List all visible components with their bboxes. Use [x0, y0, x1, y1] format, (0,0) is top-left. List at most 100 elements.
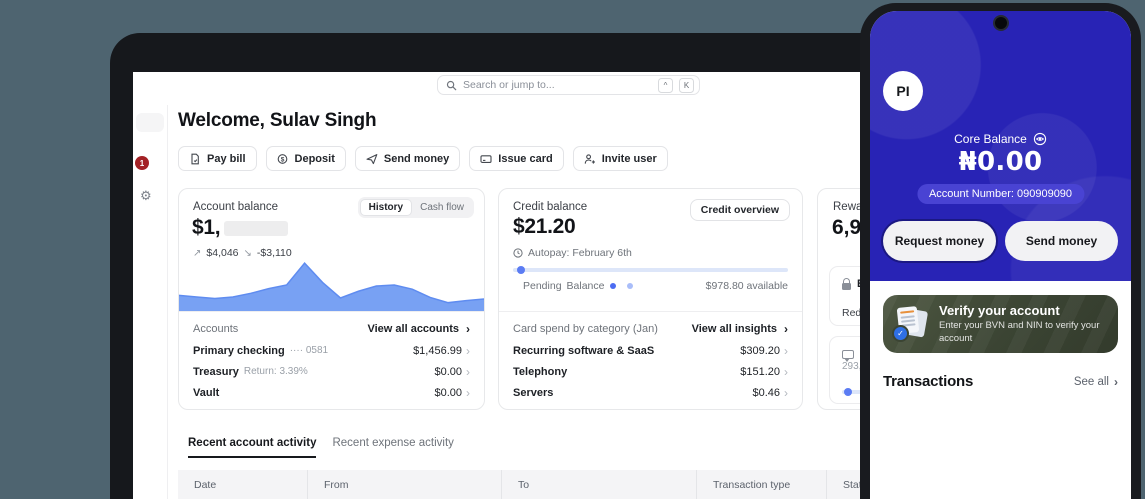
chevron-right-icon: ›: [784, 343, 788, 358]
spend-category: Recurring software & SaaS: [513, 344, 655, 357]
check-icon: ✓: [892, 325, 909, 342]
balance-area-line: [179, 263, 484, 303]
legend-pending-label: Pending: [523, 280, 562, 292]
credit-balance-card: Credit balance Credit overview $21.20 Au…: [498, 188, 803, 410]
view-all-accounts-link[interactable]: View all accounts ›: [367, 323, 470, 335]
tab-recent-expense-activity[interactable]: Recent expense activity: [332, 437, 454, 449]
chevron-right-icon: ›: [784, 364, 788, 379]
arrow-up-right-icon: ↗: [193, 247, 202, 259]
account-name: Vault: [193, 386, 220, 399]
sidebar-nav-item[interactable]: [136, 113, 164, 132]
activity-tabs: Recent account activity Recent expense a…: [188, 437, 454, 458]
lock-icon: [842, 277, 851, 290]
link-label: View all accounts: [367, 322, 459, 335]
gear-icon[interactable]: ⚙: [140, 189, 152, 204]
spend-label: Card spend by category (Jan): [513, 322, 658, 335]
quick-actions: Pay bill $ Deposit Send money: [178, 146, 668, 171]
phone-hero: PI Core Balance ₦0.00 Account Number: 09…: [870, 11, 1131, 281]
credit-overview-button[interactable]: Credit overview: [689, 199, 790, 221]
transactions-title: Transactions: [883, 373, 974, 390]
notification-badge: 1: [135, 156, 149, 170]
arrow-down-right-icon: ↘: [243, 247, 252, 259]
button-label: Invite user: [601, 152, 657, 165]
core-balance-label: Core Balance: [954, 132, 1027, 146]
delta-in: $4,046: [206, 247, 239, 259]
link-label: View all insights: [691, 322, 777, 335]
deposit-button[interactable]: $ Deposit: [265, 146, 346, 171]
spend-row[interactable]: Telephony $151.20 ›: [513, 361, 788, 382]
document-icon: [191, 153, 199, 164]
pay-bill-button[interactable]: Pay bill: [178, 146, 257, 171]
balance-amount: $1,: [192, 216, 221, 239]
balance-chart: [179, 259, 484, 311]
verify-account-banner[interactable]: ✓ Verify your account Enter your BVN and…: [883, 295, 1118, 353]
chevron-right-icon: ›: [466, 343, 470, 358]
account-name: Treasury: [193, 365, 239, 378]
chevron-right-icon: ›: [466, 321, 470, 336]
button-label: Issue card: [498, 152, 553, 165]
request-money-button[interactable]: Request money: [883, 221, 996, 261]
account-amount: $0.00: [434, 365, 462, 378]
subcard-text: 293,0: [842, 361, 868, 372]
account-row[interactable]: Treasury Return: 3.39% $0.00 ›: [193, 361, 470, 382]
account-row[interactable]: Primary checking ···· 0581 $1,456.99 ›: [193, 340, 470, 361]
column-header-date: Date: [194, 478, 217, 491]
redacted-balance: [224, 220, 289, 236]
account-row[interactable]: Vault $0.00 ›: [193, 382, 470, 403]
balance-deltas: ↗ $4,046 ↘ -$3,110: [193, 247, 292, 259]
credit-amount: $21.20: [513, 215, 576, 238]
card-title: Account balance: [193, 201, 279, 213]
chevron-right-icon: ›: [784, 321, 788, 336]
ctrl-key-badge: ^: [658, 77, 673, 93]
account-number-pill: Account Number: 090909090: [916, 184, 1085, 204]
column-header-from: From: [307, 470, 501, 499]
account-meta: Return: 3.39%: [243, 366, 308, 377]
verify-title: Verify your account: [939, 303, 1060, 319]
account-name: Primary checking: [193, 344, 285, 357]
search-bar[interactable]: ^ K: [437, 75, 700, 95]
tab-recent-account-activity[interactable]: Recent account activity: [188, 437, 317, 458]
invite-user-button[interactable]: Invite user: [572, 146, 668, 171]
chevron-right-icon: ›: [466, 364, 470, 379]
legend-balance-label: Balance: [566, 280, 605, 292]
pending-dot-icon: [626, 283, 633, 289]
chevron-right-icon: ›: [784, 385, 788, 400]
account-amount: $1,456.99: [413, 344, 462, 357]
view-all-insights-link[interactable]: View all insights ›: [692, 323, 788, 335]
send-money-button-phone[interactable]: Send money: [1005, 221, 1118, 261]
phone-screen: PI Core Balance ₦0.00 Account Number: 09…: [870, 11, 1131, 499]
dollar-circle-icon: $: [277, 153, 287, 164]
spend-amount: $0.46: [752, 386, 780, 399]
toggle-cashflow[interactable]: Cash flow: [420, 202, 464, 213]
spend-amount: $309.20: [740, 344, 780, 357]
sidebar: 1 ⚙: [133, 105, 168, 499]
button-label: Deposit: [294, 152, 335, 165]
button-label: Send money: [383, 152, 450, 165]
credit-legend: Balance Pending $978.80 available: [513, 280, 788, 292]
k-key-badge: K: [679, 77, 694, 93]
account-amount: $0.00: [434, 386, 462, 399]
available-amount: $978.80 available: [705, 280, 788, 292]
see-all-link[interactable]: See all ›: [1074, 376, 1118, 388]
avatar[interactable]: PI: [883, 71, 923, 111]
issue-card-button[interactable]: Issue card: [469, 146, 564, 171]
card-title: Credit balance: [513, 201, 588, 213]
progress-dot: [517, 266, 525, 274]
accounts-label: Accounts: [193, 322, 239, 335]
account-meta: ···· 0581: [289, 345, 329, 356]
eye-icon[interactable]: [1033, 132, 1047, 146]
verify-subtitle: Enter your BVN and NIN to verify your ac…: [939, 320, 1100, 344]
send-money-button[interactable]: Send money: [354, 146, 461, 171]
link-label: See all: [1073, 375, 1109, 388]
credit-progress-bar: [513, 266, 788, 274]
spend-row[interactable]: Recurring software & SaaS $309.20 ›: [513, 340, 788, 361]
search-input[interactable]: [463, 79, 652, 91]
spend-row[interactable]: Servers $0.46 ›: [513, 382, 788, 403]
spend-category: Telephony: [513, 365, 568, 378]
toggle-history[interactable]: History: [359, 199, 413, 216]
clock-icon: [513, 248, 523, 258]
phone-balance: ₦0.00: [958, 147, 1043, 177]
column-header-transaction-type: Transaction type: [696, 470, 826, 499]
account-balance-card: Account balance History Cash flow $1, ↗ …: [178, 188, 485, 410]
button-label: Pay bill: [207, 152, 246, 165]
